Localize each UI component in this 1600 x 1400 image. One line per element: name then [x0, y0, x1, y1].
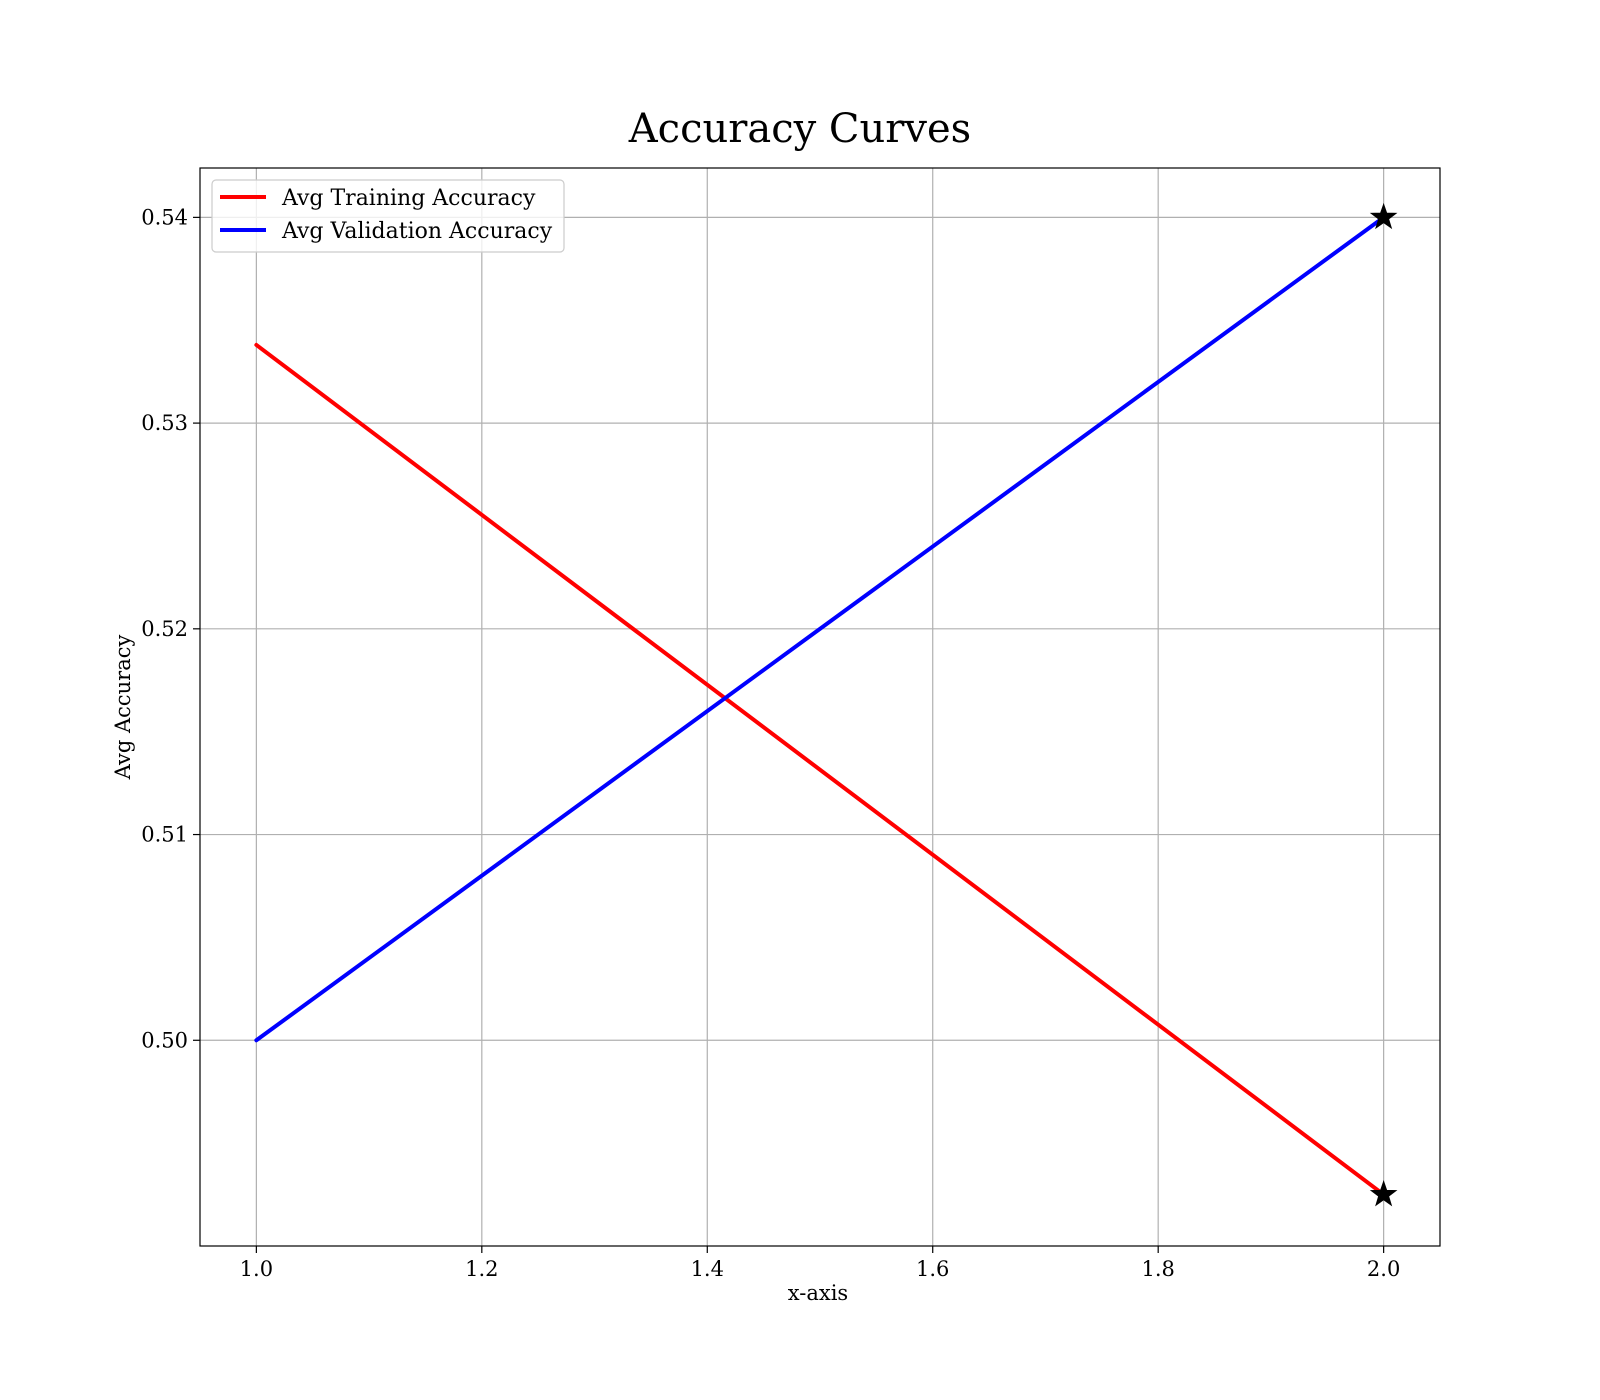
legend-label-validation: Avg Validation Accuracy	[281, 219, 553, 244]
x-axis-label: x-axis	[788, 1281, 848, 1305]
star-marker	[1369, 1180, 1398, 1207]
x-ticks: 1.0 1.2 1.4 1.6 1.8 2.0	[240, 1246, 1400, 1281]
x-tick-label: 2.0	[1367, 1257, 1400, 1281]
chart-title: Accuracy Curves	[628, 106, 971, 152]
y-tick-label: 0.53	[141, 411, 188, 435]
x-tick-label: 1.4	[691, 1257, 724, 1281]
x-tick-label: 1.6	[916, 1257, 949, 1281]
x-tick-label: 1.0	[240, 1257, 273, 1281]
series-line-0	[254, 342, 1386, 1197]
star-markers	[1369, 202, 1398, 1207]
grid	[200, 168, 1440, 1246]
y-tick-label: 0.52	[141, 617, 188, 641]
y-axis-label: Avg Accuracy	[111, 635, 135, 781]
legend-box	[211, 179, 565, 253]
plot-frame	[199, 167, 1441, 1247]
legend: Avg Training Accuracy Avg Validation Acc…	[211, 179, 565, 253]
y-tick-label: 0.51	[141, 823, 188, 847]
series-lines	[254, 215, 1386, 1197]
y-tick-label: 0.50	[141, 1028, 188, 1052]
series-line-1	[254, 215, 1386, 1043]
star-marker	[1369, 202, 1398, 230]
x-tick-label: 1.8	[1141, 1257, 1174, 1281]
x-tick-label: 1.2	[465, 1257, 498, 1281]
y-tick-label: 0.54	[141, 205, 188, 229]
y-ticks: 0.50 0.51 0.52 0.53 0.54	[141, 205, 200, 1052]
legend-label-training: Avg Training Accuracy	[281, 186, 536, 211]
